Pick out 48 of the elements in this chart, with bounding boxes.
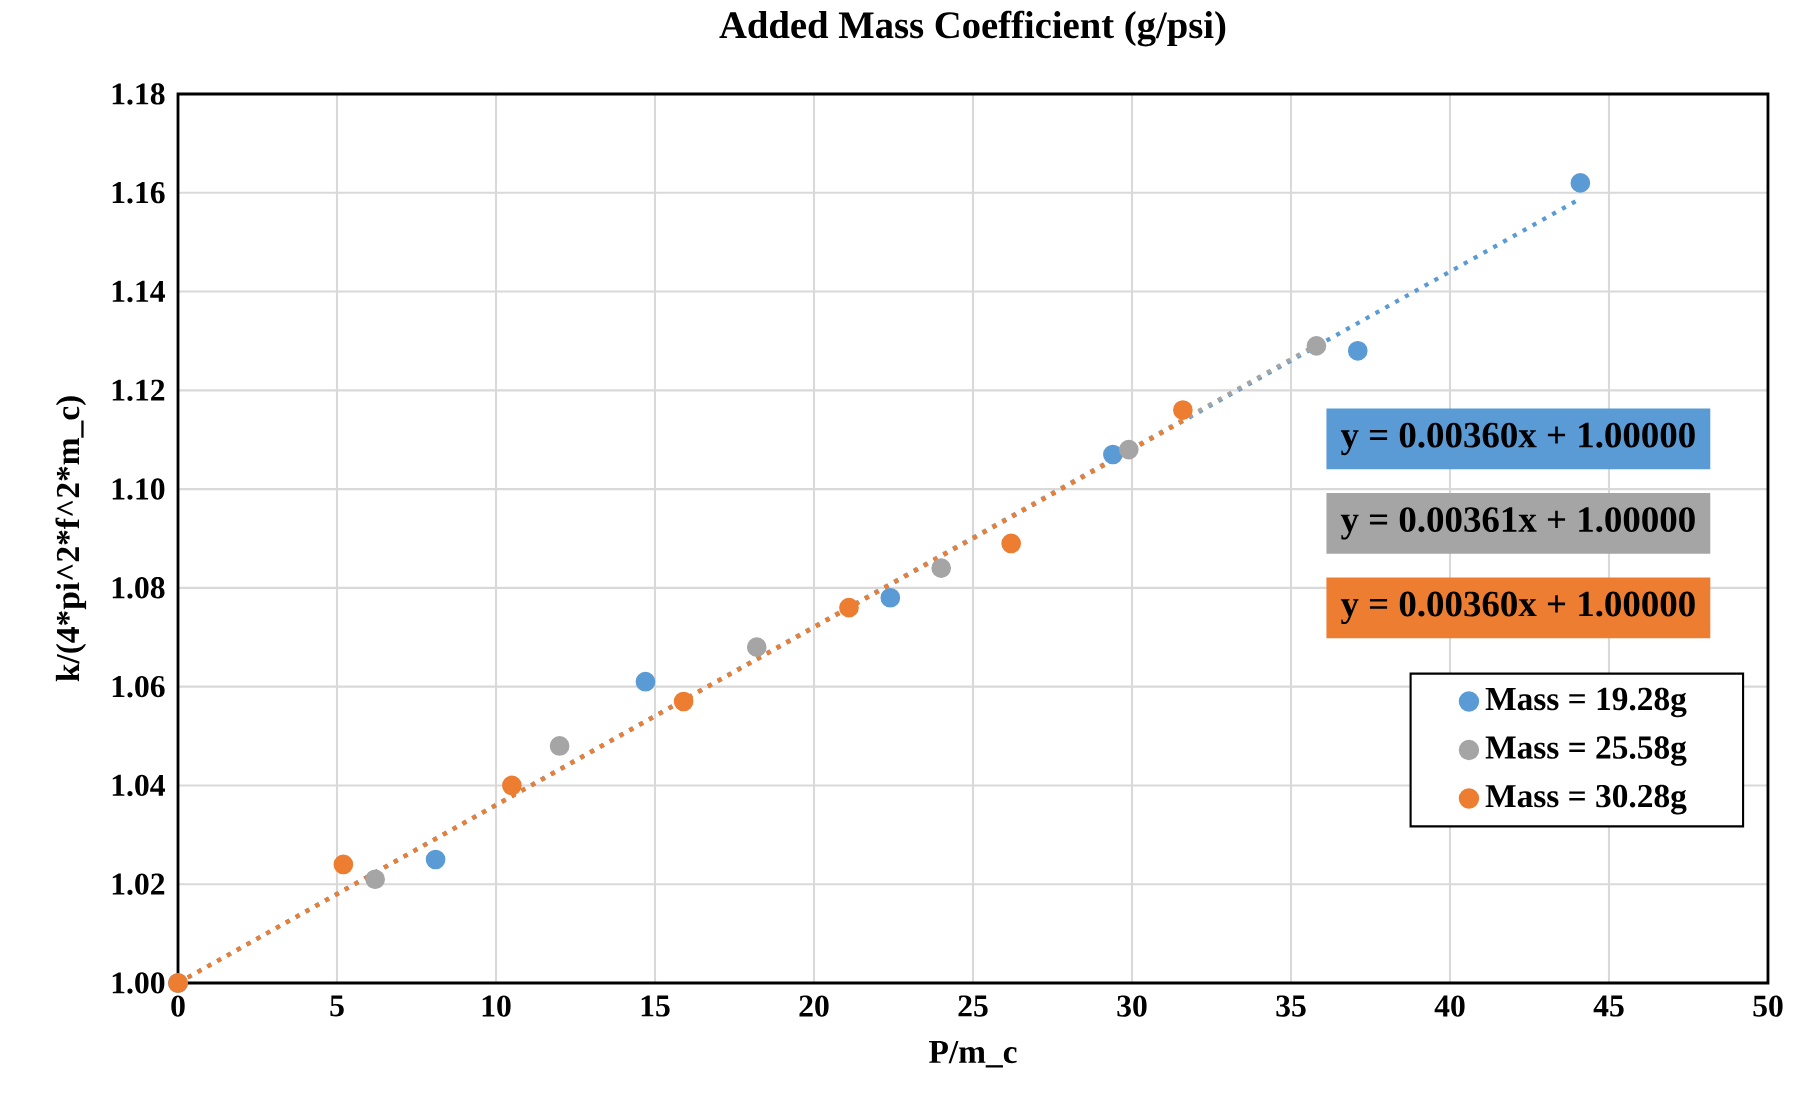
x-tick-label: 30 — [1117, 995, 1147, 1017]
y-tick-label: 1.04 — [112, 774, 165, 797]
point — [502, 775, 522, 796]
point — [425, 849, 446, 870]
point — [1173, 400, 1193, 420]
point — [1306, 336, 1327, 356]
text: y = 0.00361x + 1.00000 — [1340, 507, 1695, 540]
text: y = 0.00360x + 1.00000 — [1340, 422, 1695, 456]
x-tick-label: 10 — [482, 995, 511, 1017]
y-tick-label: 1.00 — [112, 972, 165, 994]
point — [333, 854, 354, 875]
point — [1103, 444, 1123, 465]
y-tick-label: 1.14 — [112, 280, 165, 303]
x-axis-title: P/m_c — [929, 1040, 1017, 1068]
y-tick-label: 1.10 — [112, 478, 165, 500]
y-tick-label: 1.08 — [112, 577, 165, 599]
x-tick-label: 25 — [958, 995, 988, 1017]
point — [1347, 340, 1368, 361]
point — [1001, 533, 1021, 554]
text: y = 0.00360x + 1.00000 — [1340, 591, 1695, 625]
x-tick-label: 45 — [1593, 995, 1624, 1017]
legend-label: Mass = 25.58g — [1485, 736, 1687, 766]
y-tick-label: 1.02 — [112, 873, 165, 895]
legend-label: Mass = 19.28g — [1485, 687, 1687, 718]
x-tick-label: 5 — [330, 995, 344, 1017]
point — [635, 671, 656, 692]
point — [549, 736, 570, 756]
x-tick-label: 40 — [1434, 995, 1465, 1017]
x-tick-label: 50 — [1753, 995, 1783, 1017]
y-tick-label: 1.18 — [112, 83, 165, 105]
point — [746, 637, 767, 657]
y-tick-label: 1.06 — [112, 675, 165, 698]
point — [365, 869, 385, 890]
point — [1570, 173, 1591, 193]
x-tick-label: 15 — [641, 995, 670, 1017]
y-axis-title: k/(4*pi^2*f^2*m_c) — [55, 396, 87, 682]
point — [931, 558, 952, 578]
point — [673, 691, 694, 712]
x-tick-label: 20 — [799, 995, 829, 1017]
chart-title: Added Mass Coefficient (g/psi) — [719, 10, 1226, 47]
point — [1118, 439, 1139, 460]
point — [880, 587, 901, 608]
x-tick-label: 35 — [1276, 995, 1306, 1017]
y-tick-label: 1.12 — [112, 379, 165, 402]
x-tick-label: 0 — [171, 995, 185, 1017]
legend-label: Mass = 30.28g — [1485, 784, 1687, 815]
y-tick-label: 1.16 — [112, 182, 165, 204]
point — [839, 597, 859, 618]
